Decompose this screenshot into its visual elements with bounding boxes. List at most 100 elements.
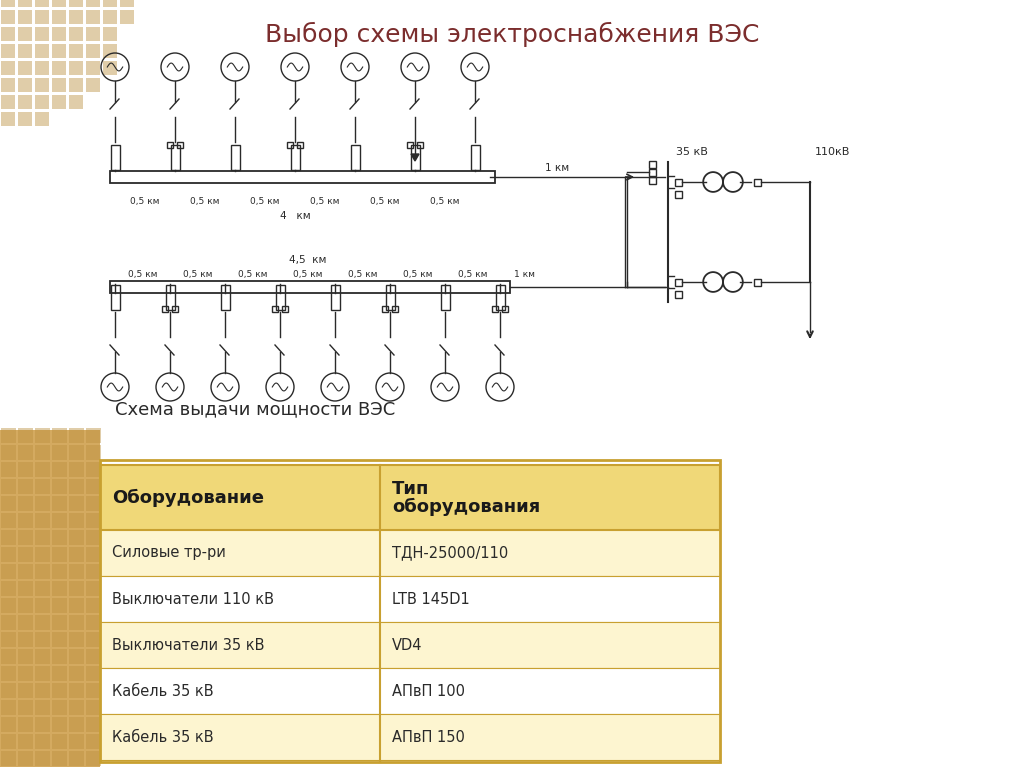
Bar	[86, 462, 101, 477]
Bar	[18, 581, 33, 596]
Bar	[18, 462, 33, 477]
Bar	[86, 445, 101, 460]
Bar	[1, 27, 15, 41]
Bar	[86, 666, 101, 681]
Bar	[52, 10, 66, 24]
Text: АПвП 150: АПвП 150	[392, 729, 465, 745]
Bar	[69, 581, 84, 596]
Bar	[167, 142, 173, 148]
Bar	[648, 176, 655, 183]
Text: VD4: VD4	[392, 637, 423, 653]
Bar	[69, 564, 84, 579]
Bar	[18, 751, 33, 766]
Bar	[69, 734, 84, 749]
Bar	[1, 547, 16, 562]
Bar	[100, 530, 720, 576]
Bar	[35, 564, 50, 579]
Bar	[86, 44, 100, 58]
Bar	[52, 615, 67, 630]
Bar	[35, 445, 50, 460]
Bar	[52, 0, 66, 7]
Bar	[272, 306, 278, 312]
Text: 0,5 км: 0,5 км	[238, 270, 267, 279]
Bar	[1, 428, 16, 443]
Bar	[86, 10, 100, 24]
Text: 4,5  км: 4,5 км	[289, 255, 327, 265]
Bar	[86, 530, 101, 545]
Bar	[35, 530, 50, 545]
Bar	[1, 496, 16, 511]
Bar	[18, 27, 32, 41]
Bar	[18, 734, 33, 749]
Bar	[0, 430, 100, 767]
Bar	[350, 144, 359, 170]
Bar	[1, 734, 16, 749]
Bar	[52, 27, 66, 41]
Bar	[440, 285, 450, 310]
Bar	[86, 0, 100, 7]
Bar	[18, 649, 33, 664]
Bar	[35, 751, 50, 766]
Bar	[331, 285, 340, 310]
Bar	[100, 668, 720, 714]
Bar	[1, 649, 16, 664]
Bar	[86, 734, 101, 749]
Bar	[52, 61, 66, 75]
Text: 0,5 км: 0,5 км	[190, 197, 220, 206]
Bar	[69, 0, 83, 7]
Bar	[1, 598, 16, 613]
Bar	[35, 700, 50, 715]
Bar	[52, 598, 67, 613]
Bar	[86, 615, 101, 630]
Bar	[18, 479, 33, 494]
Bar	[18, 95, 32, 109]
Bar	[407, 142, 413, 148]
Wedge shape	[0, 0, 130, 130]
Bar	[297, 142, 303, 148]
Bar	[172, 306, 178, 312]
Bar	[103, 0, 117, 7]
Bar	[52, 428, 67, 443]
Bar	[35, 683, 50, 698]
Bar	[675, 278, 682, 285]
Bar	[86, 479, 101, 494]
Bar	[1, 632, 16, 647]
Bar	[35, 734, 50, 749]
Bar	[1, 44, 15, 58]
Bar	[69, 700, 84, 715]
Text: 110кВ: 110кВ	[815, 147, 850, 157]
Bar	[86, 632, 101, 647]
Text: 0,5 км: 0,5 км	[182, 270, 212, 279]
Bar	[35, 615, 50, 630]
Bar	[177, 142, 183, 148]
Bar	[69, 95, 83, 109]
Bar	[18, 112, 32, 126]
Text: 0,5 км: 0,5 км	[250, 197, 280, 206]
Bar	[52, 649, 67, 664]
Bar	[35, 632, 50, 647]
Text: Силовые тр-ри: Силовые тр-ри	[112, 545, 226, 561]
Bar	[69, 530, 84, 545]
Bar	[35, 717, 50, 732]
Bar	[111, 285, 120, 310]
Bar	[1, 700, 16, 715]
Bar	[18, 700, 33, 715]
Bar	[52, 513, 67, 528]
Bar	[86, 513, 101, 528]
Bar	[675, 291, 682, 298]
Bar	[18, 632, 33, 647]
Bar	[18, 0, 32, 7]
Bar	[103, 27, 117, 41]
Bar	[1, 78, 15, 92]
Bar	[110, 171, 495, 183]
Bar	[110, 281, 510, 293]
Bar	[86, 581, 101, 596]
Text: 4   км: 4 км	[280, 211, 310, 221]
Bar	[69, 632, 84, 647]
Text: Кабель 35 кВ: Кабель 35 кВ	[112, 683, 214, 699]
Bar	[86, 683, 101, 698]
Text: 0,5 км: 0,5 км	[458, 270, 487, 279]
Text: LTB 145D1: LTB 145D1	[392, 591, 470, 607]
Bar	[52, 700, 67, 715]
Bar	[35, 479, 50, 494]
